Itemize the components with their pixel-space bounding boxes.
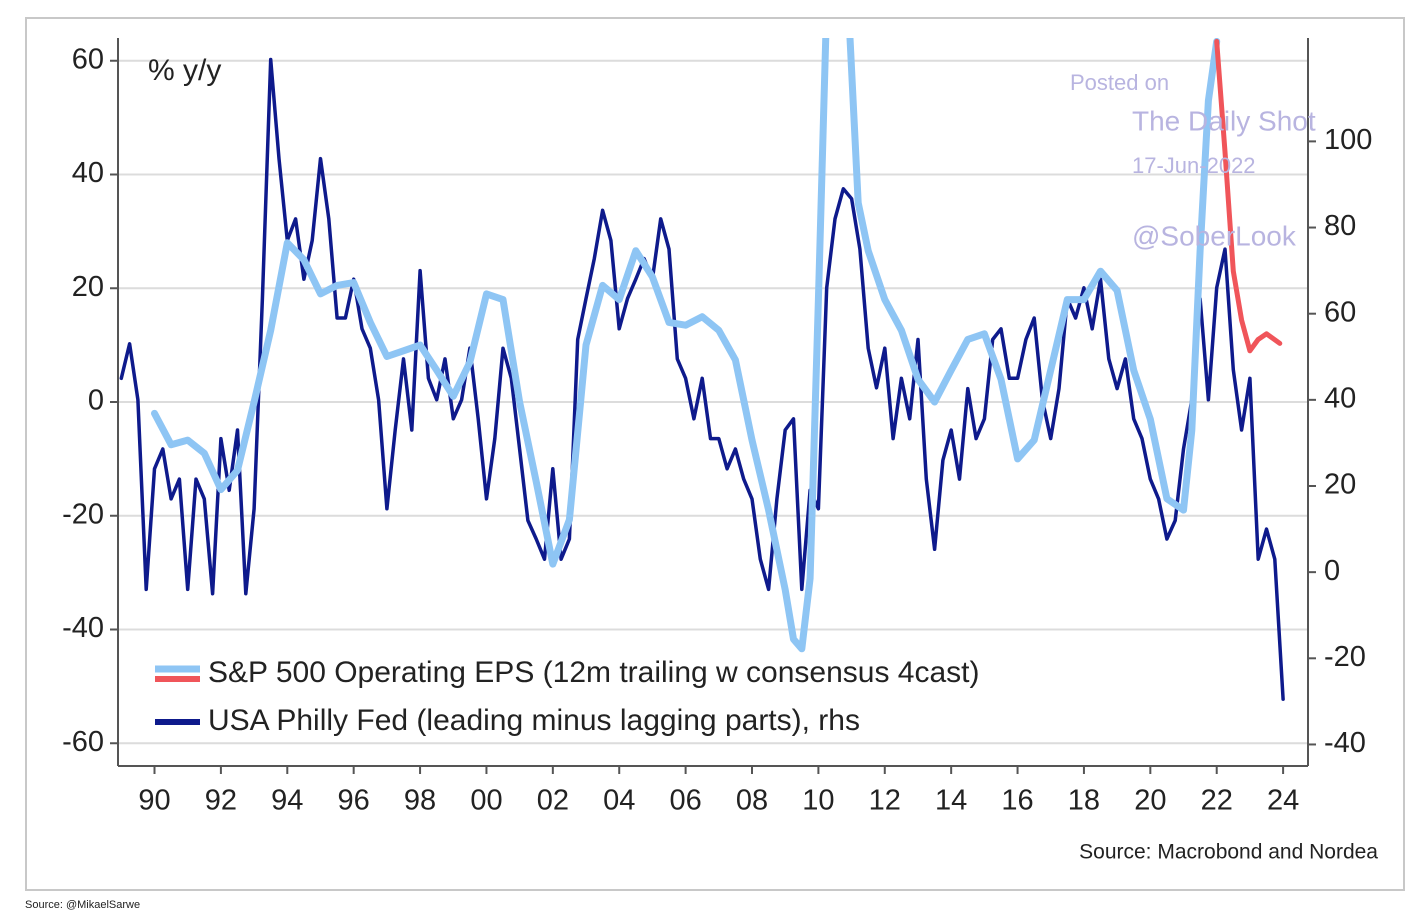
y2-tick-label: 80 xyxy=(1324,210,1356,242)
watermark: @SoberLook xyxy=(1132,220,1297,251)
legend: S&P 500 Operating EPS (12m trailing w co… xyxy=(155,656,980,737)
x-tick-label: 04 xyxy=(603,785,635,817)
x-tick-label: 08 xyxy=(736,785,768,817)
x-tick-label: 90 xyxy=(138,785,170,817)
watermark: The Daily Shot xyxy=(1132,105,1316,136)
x-tick-label: 14 xyxy=(935,785,967,817)
y2-tick-label: -20 xyxy=(1324,641,1366,673)
x-tick-label: 00 xyxy=(470,785,502,817)
x-tick-label: 96 xyxy=(338,785,370,817)
y-tick-label: -60 xyxy=(62,726,104,758)
y-tick-label: -40 xyxy=(62,612,104,644)
x-tick-label: 10 xyxy=(802,785,834,817)
y2-tick-label: 60 xyxy=(1324,296,1356,328)
x-tick-label: 06 xyxy=(669,785,701,817)
y-tick-label: 0 xyxy=(88,385,104,417)
source: Source: Macrobond and Nordea xyxy=(1079,841,1378,864)
x-tick-label: 16 xyxy=(1001,785,1033,817)
x-tick-label: 94 xyxy=(271,785,303,817)
x-tick-label: 18 xyxy=(1068,785,1100,817)
y2-tick-label: 20 xyxy=(1324,469,1356,501)
unit-annotation: % y/y xyxy=(148,54,221,87)
legend-label: S&P 500 Operating EPS (12m trailing w co… xyxy=(208,656,980,689)
series-line xyxy=(151,38,1221,653)
y-tick-label: 60 xyxy=(72,43,104,75)
x-tick-label: 22 xyxy=(1201,785,1233,817)
x-tick-label: 12 xyxy=(869,785,901,817)
y2-tick-label: 0 xyxy=(1324,555,1340,587)
y2-tick-label: 100 xyxy=(1324,124,1372,156)
watermark: Posted on xyxy=(1070,70,1169,95)
y2-tick-label: -40 xyxy=(1324,727,1366,759)
y-tick-label: 20 xyxy=(72,271,104,303)
x-tick-label: 20 xyxy=(1134,785,1166,817)
x-tick-label: 24 xyxy=(1267,785,1299,817)
y2-tick-label: 40 xyxy=(1324,383,1356,415)
watermark: 17-Jun-2022 xyxy=(1132,153,1256,178)
y-tick-label: 40 xyxy=(72,157,104,189)
y-tick-label: -20 xyxy=(62,498,104,530)
x-tick-label: 02 xyxy=(537,785,569,817)
series-line xyxy=(1214,38,1283,354)
credit: Source: @MikaelSarwe xyxy=(25,899,140,911)
x-tick-label: 98 xyxy=(404,785,436,817)
series-line xyxy=(119,57,1285,701)
x-tick-label: 92 xyxy=(205,785,237,817)
legend-label: USA Philly Fed (leading minus lagging pa… xyxy=(208,704,860,737)
